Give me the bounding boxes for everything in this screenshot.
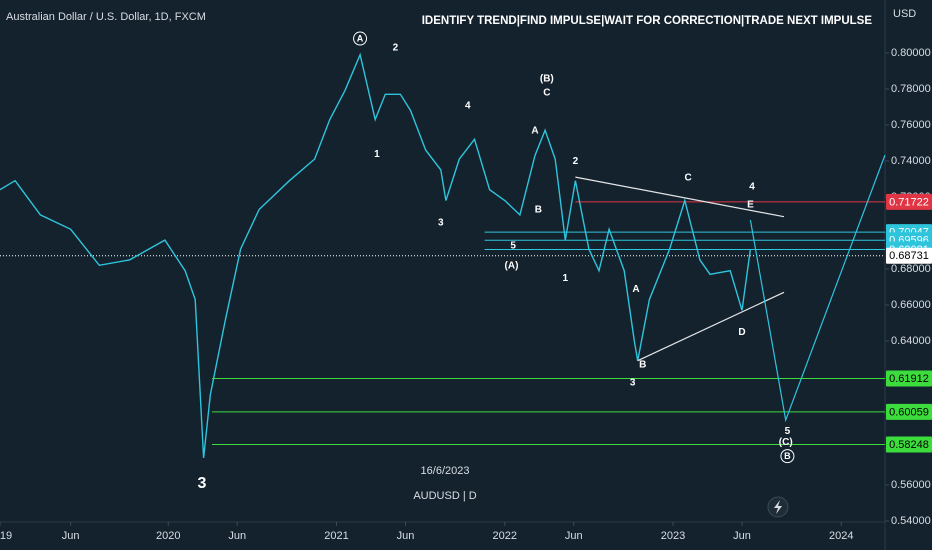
wave-label: 3 <box>630 377 636 388</box>
price-label: 0.71722 <box>889 196 929 208</box>
y-tick-label: 0.54000 <box>891 515 931 527</box>
price-label-box <box>886 403 932 420</box>
wave-label: 4 <box>465 100 471 111</box>
wave-label: (B) <box>540 73 554 84</box>
annotation-circle <box>353 31 368 46</box>
wave-label: 3 <box>197 475 206 492</box>
price-label-box <box>886 436 932 453</box>
wave-label: 3 <box>438 217 444 228</box>
wave-label: (C) <box>779 437 793 448</box>
price-label: 0.60059 <box>889 406 929 418</box>
x-tick-label: 2023 <box>661 530 685 542</box>
wave-label: (A) <box>505 260 519 271</box>
wave-label: 2 <box>573 156 579 167</box>
wave-label: 5 <box>510 241 516 252</box>
alert-icon-bolt <box>774 500 782 514</box>
wave-label: 1 <box>374 149 380 160</box>
price-label-box <box>886 247 932 264</box>
y-tick-label: 0.76000 <box>891 119 931 131</box>
annotation-circle <box>780 449 795 464</box>
wave-label: 2 <box>393 43 399 54</box>
x-tick-label: Jun <box>565 530 583 542</box>
chart-title: Australian Dollar / U.S. Dollar, 1D, FXC… <box>6 11 206 23</box>
wave-label: D <box>738 327 745 338</box>
x-tick-label: 2024 <box>829 530 853 542</box>
wave-label: B <box>535 205 542 216</box>
wave-label: A <box>632 284 639 295</box>
y-axis-label: USD <box>893 8 916 20</box>
x-tick-label: Jun <box>62 530 80 542</box>
wave-label: B <box>784 451 791 461</box>
wave-label: 1 <box>563 273 569 284</box>
trend-line <box>575 176 785 218</box>
symbol-note: AUDUSD | D <box>413 490 476 502</box>
chart-subtitle: IDENTIFY TREND|FIND IMPULSE|WAIT FOR COR… <box>422 15 873 27</box>
price-label: 0.61912 <box>889 373 929 385</box>
x-tick-label: 2020 <box>156 530 180 542</box>
y-tick-label: 0.64000 <box>891 335 931 347</box>
y-tick-label: 0.66000 <box>891 299 931 311</box>
x-tick-label: 2022 <box>493 530 517 542</box>
x-tick-label: 19 <box>0 530 12 542</box>
wave-label: E <box>747 199 754 210</box>
date-note: 16/6/2023 <box>421 465 470 477</box>
price-label: 0.68731 <box>889 250 929 262</box>
x-tick-label: Jun <box>228 530 246 542</box>
price-label: 0.58248 <box>889 439 929 451</box>
wave-label: C <box>685 172 692 183</box>
wave-label: 4 <box>749 181 755 192</box>
price-label-box <box>886 370 932 387</box>
wave-label: 5 <box>785 426 791 437</box>
wave-label: A <box>531 125 538 136</box>
wave-label: C <box>543 88 550 99</box>
wave-label: B <box>639 359 646 370</box>
x-tick-label: Jun <box>397 530 415 542</box>
x-tick-label: 2021 <box>324 530 348 542</box>
y-tick-label: 0.68000 <box>891 263 931 275</box>
x-tick-label: Jun <box>733 530 751 542</box>
y-tick-label: 0.78000 <box>891 83 931 95</box>
y-tick-label: 0.80000 <box>891 47 931 59</box>
wave-label: A <box>357 33 364 43</box>
trend-line <box>637 291 785 362</box>
price-line <box>0 52 752 458</box>
price-label-box <box>886 193 932 210</box>
y-tick-label: 0.74000 <box>891 155 931 167</box>
y-tick-label: 0.56000 <box>891 479 931 491</box>
trend-line <box>749 154 886 423</box>
